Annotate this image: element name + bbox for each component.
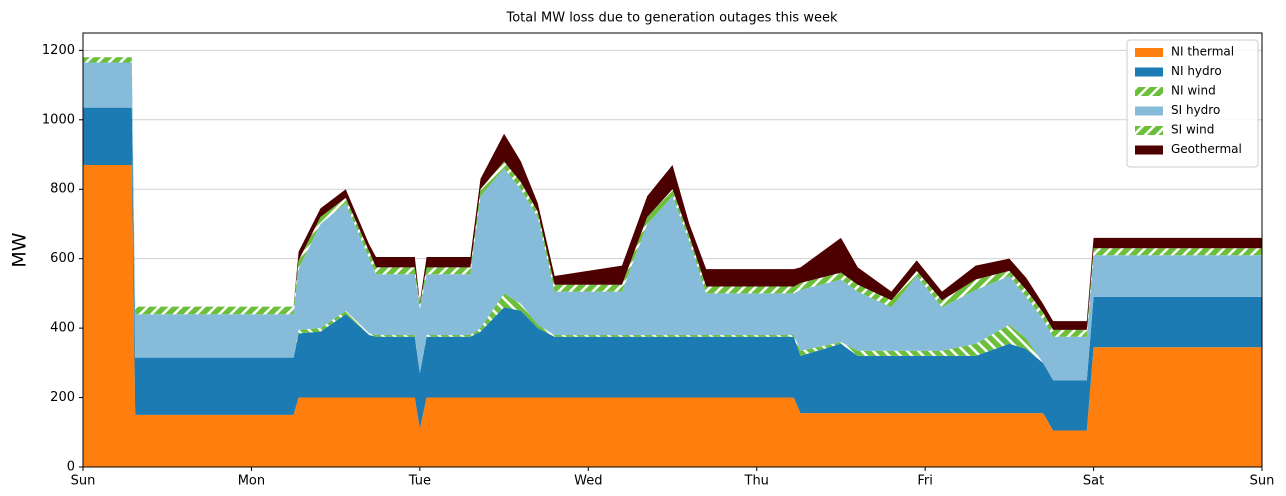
legend-swatch — [1135, 87, 1163, 96]
legend-swatch — [1135, 67, 1163, 77]
area — [83, 57, 1262, 330]
legend-label: NI wind — [1171, 84, 1216, 98]
legend-swatch — [1135, 48, 1163, 57]
x-tick-label: Sat — [1083, 474, 1104, 489]
legend-label: SI hydro — [1171, 103, 1220, 117]
legend-swatch — [1135, 126, 1163, 135]
y-tick-label: 1200 — [42, 43, 75, 58]
y-tick-label: 0 — [67, 460, 75, 475]
x-tick-label: Fri — [917, 474, 933, 489]
area — [83, 107, 1262, 431]
legend-swatch — [1135, 145, 1163, 155]
legend-label: NI thermal — [1171, 45, 1234, 59]
y-tick-label: 200 — [50, 390, 75, 405]
x-tick-label: Sun — [1250, 474, 1275, 489]
legend-label: Geothermal — [1171, 142, 1242, 156]
area — [83, 164, 1262, 467]
x-tick-label: Mon — [238, 474, 265, 489]
x-tick-label: Wed — [574, 474, 602, 489]
x-tick-label: Tue — [408, 474, 431, 489]
legend-label: SI wind — [1171, 123, 1214, 137]
area — [83, 57, 1262, 337]
x-tick-label: Sun — [71, 474, 96, 489]
y-tick-label: 1000 — [42, 112, 75, 127]
legend-swatch — [1135, 106, 1163, 116]
y-tick-label: 400 — [50, 321, 75, 336]
y-tick-label: 600 — [50, 251, 75, 266]
y-axis-label: MW — [9, 232, 31, 267]
y-tick-label: 800 — [50, 182, 75, 197]
area — [83, 62, 1262, 381]
plot-frame — [82, 32, 1263, 468]
chart-title: Total MW loss due to generation outages … — [506, 11, 838, 26]
legend-label: NI hydro — [1171, 64, 1222, 78]
x-tick-label: Thu — [744, 474, 769, 489]
